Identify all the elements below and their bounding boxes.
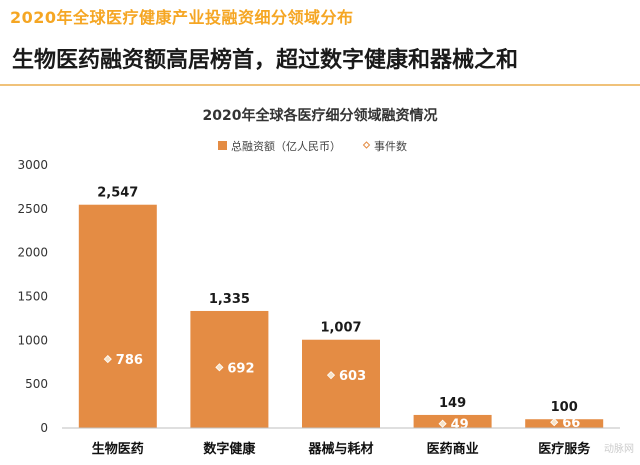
y-tick-label: 3000 bbox=[17, 158, 48, 172]
y-tick-label: 1000 bbox=[17, 333, 48, 347]
bar-value-label: 149 bbox=[439, 396, 466, 411]
event-count-marker bbox=[550, 418, 559, 427]
y-tick-label: 2000 bbox=[17, 246, 48, 260]
x-category-label: 医疗服务 bbox=[538, 441, 591, 457]
legend-label-count: 事件数 bbox=[374, 140, 407, 153]
event-count-label: 603 bbox=[339, 369, 366, 384]
bar-value-label: 1,007 bbox=[320, 321, 361, 336]
legend-diamond-marker bbox=[362, 141, 371, 149]
legend-bar-swatch bbox=[218, 141, 227, 150]
header-divider bbox=[0, 84, 640, 86]
event-count-marker bbox=[438, 419, 447, 428]
event-count-marker bbox=[103, 355, 112, 364]
x-category-label: 器械与耗材 bbox=[307, 441, 373, 457]
event-count-label: 66 bbox=[562, 416, 580, 431]
event-count-label: 49 bbox=[451, 418, 469, 433]
x-axis: 生物医药 数字健康 器械与耗材 医药商业 医疗服务 bbox=[62, 427, 620, 457]
event-count-marker bbox=[215, 363, 224, 372]
event-markers: 786 692 603 49 66 bbox=[103, 353, 580, 433]
page-subtitle: 生物医药融资额高居榜首，超过数字健康和器械之和 bbox=[12, 48, 519, 73]
chart-legend: 总融资额（亿人民币） 事件数 bbox=[218, 139, 407, 153]
bar-value-label: 100 bbox=[551, 400, 578, 415]
bar-value-label: 2,547 bbox=[97, 186, 138, 201]
event-count-marker bbox=[326, 371, 336, 380]
event-count-label: 786 bbox=[116, 353, 143, 368]
bar bbox=[190, 310, 269, 428]
bar-value-label: 1,335 bbox=[209, 292, 250, 307]
page-title: 2020年全球医疗健康产业投融资细分领域分布 bbox=[10, 8, 354, 27]
y-tick-label: 2500 bbox=[17, 202, 48, 216]
y-axis: 0 500 1000 1500 2000 2500 3000 bbox=[17, 158, 48, 435]
bar bbox=[525, 419, 604, 428]
y-tick-label: 500 bbox=[25, 377, 48, 391]
y-tick-label: 0 bbox=[40, 421, 48, 435]
watermark-logo: 动脉网 bbox=[604, 444, 634, 455]
x-category-label: 医药商业 bbox=[427, 441, 479, 457]
x-category-label: 数字健康 bbox=[203, 441, 256, 457]
chart-title: 2020年全球各医疗细分领域融资情况 bbox=[203, 107, 438, 124]
y-tick-label: 1500 bbox=[17, 290, 48, 304]
event-count-label: 692 bbox=[227, 361, 254, 376]
legend-label-amount: 总融资额（亿人民币） bbox=[231, 139, 341, 153]
x-category-label: 生物医药 bbox=[92, 441, 144, 457]
bar bbox=[413, 414, 492, 428]
bar bbox=[78, 204, 157, 428]
bars: 2,547 1,335 1,007 149 100 bbox=[78, 186, 604, 428]
bar bbox=[302, 339, 380, 428]
page-header: 2020年全球医疗健康产业投融资细分领域分布 生物医药融资额高居榜首，超过数字健… bbox=[0, 0, 640, 90]
